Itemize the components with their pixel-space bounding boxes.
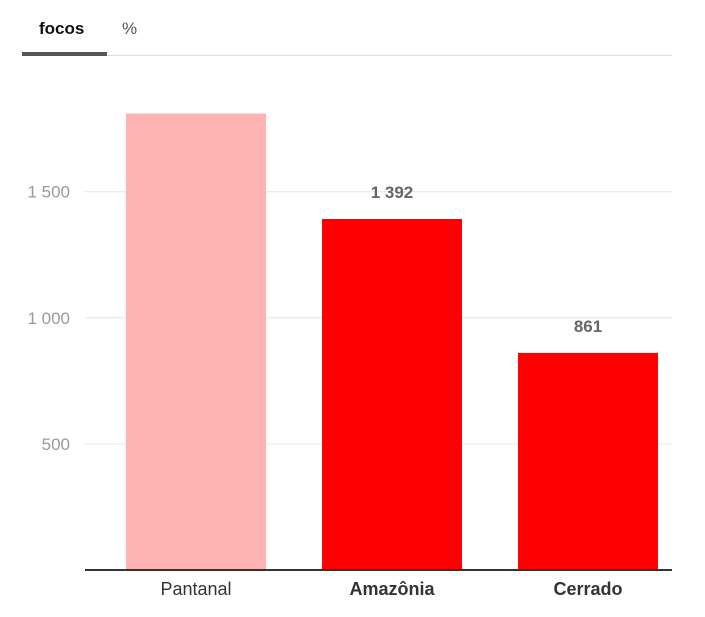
y-tick-label: 1 000 (27, 309, 70, 328)
data-label: 1 392 (371, 183, 414, 202)
tabs-divider (22, 55, 672, 56)
x-tick-label: Cerrado (553, 579, 622, 599)
active-tab-indicator (22, 52, 107, 56)
x-tick-label: Pantanal (160, 579, 231, 599)
bar-pantanal (126, 113, 266, 570)
tab-bar: focos % (22, 0, 672, 58)
bar-cerrado (518, 352, 658, 570)
data-label: 861 (574, 317, 602, 336)
y-tick-label: 1 500 (27, 183, 70, 202)
y-tick-label: 500 (42, 435, 70, 454)
tab-focos[interactable]: focos (39, 19, 85, 38)
tab-percent[interactable]: % (122, 19, 138, 38)
x-tick-label: Amazônia (349, 579, 435, 599)
bar-amazonia (322, 218, 462, 570)
